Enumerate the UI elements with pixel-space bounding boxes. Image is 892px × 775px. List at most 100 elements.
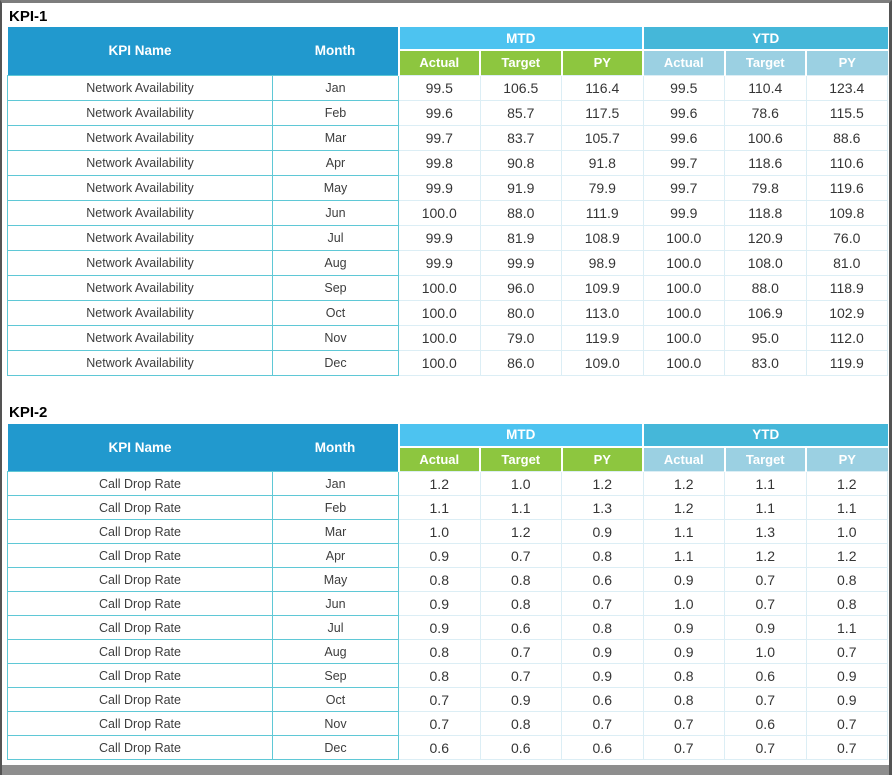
value-cell: 1.3	[724, 519, 807, 544]
kpi-name-cell: Network Availability	[7, 299, 273, 326]
value-cell: 105.7	[561, 124, 644, 151]
table-row: Call Drop Rate Apr 0.9 0.7 0.8 1.1 1.2 1.2	[7, 543, 888, 568]
value-cell: 0.8	[561, 543, 644, 568]
value-cell: 118.8	[724, 199, 807, 226]
mtd-target-header: Target	[480, 50, 563, 75]
month-cell: Jun	[272, 199, 399, 226]
kpi-name-cell: Network Availability	[7, 149, 273, 176]
kpi-name-cell: Network Availability	[7, 224, 273, 251]
value-cell: 91.8	[561, 149, 644, 176]
value-cell: 0.8	[479, 711, 562, 736]
header-sub-row: Actual Target PY Actual Target PY	[8, 50, 888, 75]
value-cell: 0.7	[724, 687, 807, 712]
kpi-name-cell: Network Availability	[7, 274, 273, 301]
value-cell: 1.2	[561, 471, 644, 496]
table-row: Call Drop Rate Feb 1.1 1.1 1.3 1.2 1.1 1.1	[7, 495, 888, 520]
value-cell: 0.7	[479, 639, 562, 664]
kpi-table-1: KPI Name Month MTD YTD Actual Target PY …	[7, 27, 888, 376]
value-cell: 0.7	[561, 711, 644, 736]
value-cell: 110.4	[724, 74, 807, 101]
value-cell: 99.8	[398, 149, 481, 176]
table-row: Network Availability Mar 99.7 83.7 105.7 99.6…	[7, 124, 888, 151]
value-cell: 109.8	[805, 199, 888, 226]
value-cell: 115.5	[805, 99, 888, 126]
table-row: Call Drop Rate Jun 0.9 0.8 0.7 1.0 0.7 0.8	[7, 591, 888, 616]
value-cell: 108.0	[724, 249, 807, 276]
ytd-group-header: YTD	[643, 27, 888, 51]
value-cell: 100.0	[398, 324, 481, 351]
value-cell: 0.8	[805, 567, 888, 592]
table-row: Call Drop Rate Jul 0.9 0.6 0.8 0.9 0.9 1.1	[7, 615, 888, 640]
table-row: Network Availability Jun 100.0 88.0 111.9 99.…	[7, 199, 888, 226]
value-cell: 0.9	[724, 615, 807, 640]
month-cell: Sep	[272, 274, 399, 301]
kpi-name-cell: Network Availability	[7, 249, 273, 276]
mtd-actual-header: Actual	[398, 50, 481, 75]
value-cell: 1.1	[805, 615, 888, 640]
value-cell: 90.8	[479, 149, 562, 176]
kpi-name-cell: Network Availability	[7, 349, 273, 376]
value-cell: 1.2	[805, 471, 888, 496]
kpi-table-2: KPI Name Month MTD YTD Actual Target PY …	[7, 423, 888, 760]
ytd-actual-header: Actual	[643, 50, 726, 75]
value-cell: 1.0	[805, 519, 888, 544]
value-cell: 99.6	[398, 99, 481, 126]
value-cell: 99.7	[642, 174, 725, 201]
ytd-actual-header: Actual	[643, 446, 726, 472]
mtd-target-header: Target	[480, 446, 563, 472]
month-cell: Apr	[272, 543, 399, 568]
value-cell: 100.0	[642, 274, 725, 301]
value-cell: 0.8	[398, 663, 481, 688]
value-cell: 99.9	[479, 249, 562, 276]
value-cell: 80.0	[479, 299, 562, 326]
table-row: Network Availability Sep 100.0 96.0 109.9 100…	[7, 274, 888, 301]
value-cell: 79.9	[561, 174, 644, 201]
table-row: Network Availability Apr 99.8 90.8 91.8 99.7 1…	[7, 149, 888, 176]
value-cell: 1.0	[479, 471, 562, 496]
ytd-target-header: Target	[724, 446, 807, 472]
value-cell: 100.0	[398, 199, 481, 226]
kpi-name-cell: Call Drop Rate	[7, 639, 273, 664]
value-cell: 119.9	[561, 324, 644, 351]
value-cell: 119.6	[805, 174, 888, 201]
value-cell: 81.9	[479, 224, 562, 251]
value-cell: 1.0	[398, 519, 481, 544]
value-cell: 81.0	[805, 249, 888, 276]
month-cell: Oct	[272, 299, 399, 326]
value-cell: 99.5	[398, 74, 481, 101]
mtd-group-header: MTD	[398, 423, 644, 448]
ytd-group-header: YTD	[643, 423, 888, 448]
value-cell: 1.1	[724, 471, 807, 496]
table-row: Call Drop Rate Aug 0.8 0.7 0.9 0.9 1.0 0.7	[7, 639, 888, 664]
value-cell: 83.7	[479, 124, 562, 151]
kpi-name-cell: Call Drop Rate	[7, 471, 273, 496]
value-cell: 99.7	[398, 124, 481, 151]
value-cell: 0.7	[561, 591, 644, 616]
value-cell: 1.0	[724, 639, 807, 664]
table-row: Call Drop Rate Jan 1.2 1.0 1.2 1.2 1.1 1.2	[7, 471, 888, 496]
value-cell: 0.6	[479, 615, 562, 640]
value-cell: 1.2	[398, 471, 481, 496]
value-cell: 106.5	[479, 74, 562, 101]
table-row: Network Availability Feb 99.6 85.7 117.5 99.6…	[7, 99, 888, 126]
value-cell: 99.9	[398, 224, 481, 251]
month-cell: Feb	[272, 99, 399, 126]
month-cell: Jul	[272, 615, 399, 640]
value-cell: 0.7	[805, 639, 888, 664]
value-cell: 0.9	[561, 663, 644, 688]
value-cell: 83.0	[724, 349, 807, 376]
value-cell: 0.8	[642, 687, 725, 712]
value-cell: 1.1	[805, 495, 888, 520]
kpi-name-cell: Network Availability	[7, 174, 273, 201]
value-cell: 0.8	[398, 639, 481, 664]
value-cell: 0.7	[642, 735, 725, 760]
table-row: Call Drop Rate Oct 0.7 0.9 0.6 0.8 0.7 0.9	[7, 687, 888, 712]
value-cell: 0.7	[642, 711, 725, 736]
mtd-group-header: MTD	[398, 27, 644, 51]
kpi-name-cell: Network Availability	[7, 199, 273, 226]
value-cell: 0.9	[642, 639, 725, 664]
value-cell: 0.7	[724, 591, 807, 616]
kpi-name-cell: Network Availability	[7, 124, 273, 151]
month-cell: Mar	[272, 124, 399, 151]
